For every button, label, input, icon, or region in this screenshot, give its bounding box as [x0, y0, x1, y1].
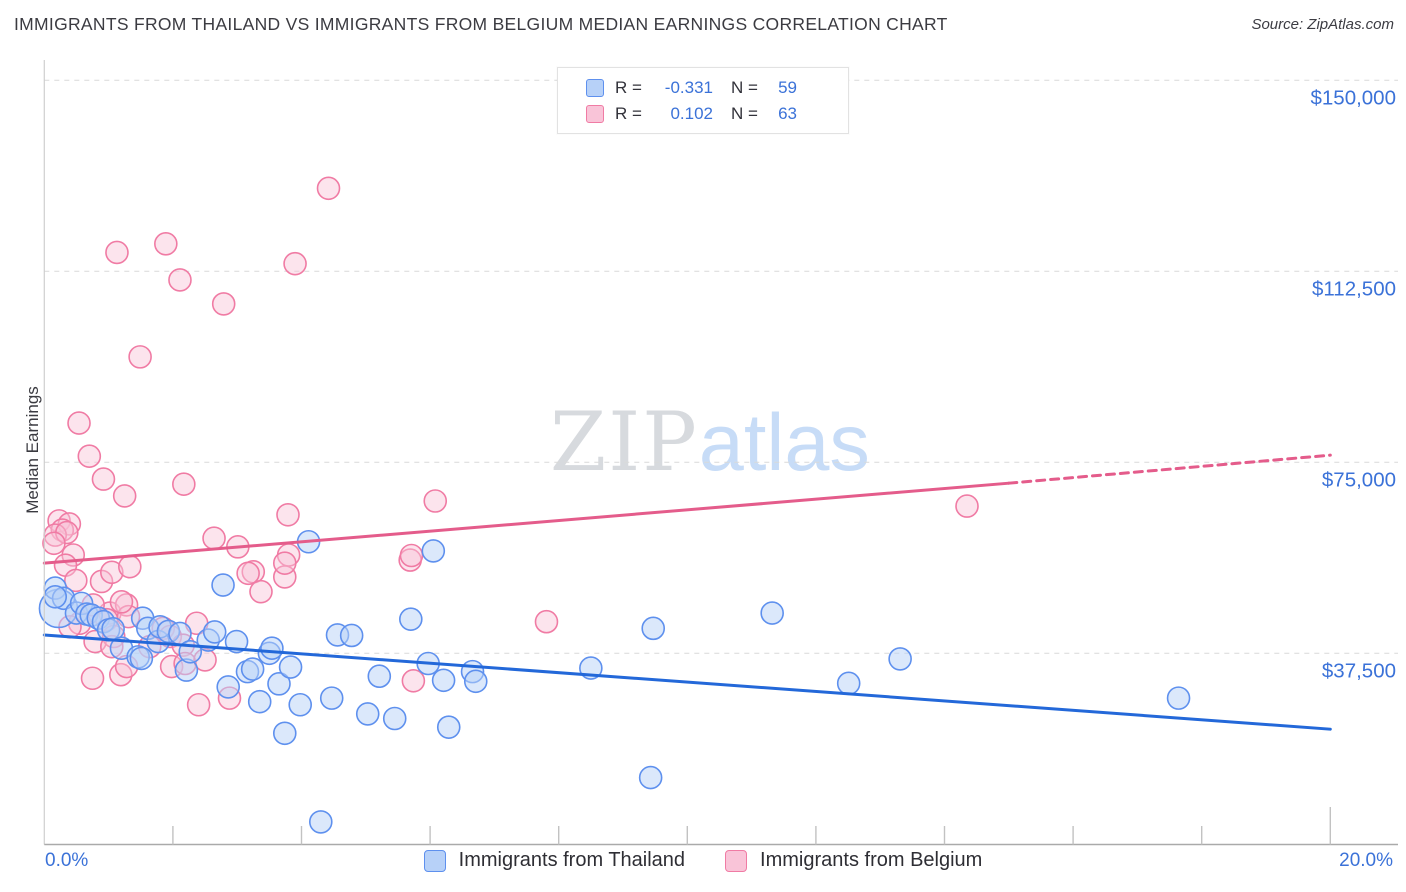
point-thailand — [216, 675, 240, 699]
point-belgium — [168, 268, 192, 292]
point-belgium — [534, 609, 559, 634]
point-thailand — [43, 584, 68, 609]
point-belgium — [91, 467, 116, 491]
point-thailand — [267, 672, 291, 696]
point-thailand — [224, 629, 249, 654]
x-axis-max-label: 20.0% — [1339, 850, 1393, 871]
point-belgium — [77, 444, 102, 468]
point-belgium — [128, 345, 152, 369]
point-thailand — [240, 657, 265, 681]
point-belgium — [186, 692, 211, 717]
point-thailand — [421, 539, 446, 563]
legend-item-thailand[interactable]: Immigrants from Thailand — [423, 849, 686, 872]
y-tick-label: $37,500 — [1322, 659, 1396, 682]
point-thailand — [260, 636, 284, 661]
point-thailand — [339, 623, 364, 648]
point-belgium — [399, 543, 424, 568]
point-thailand — [641, 616, 666, 641]
n-value-belgium: 63 — [778, 104, 797, 123]
point-belgium — [211, 292, 236, 316]
point-belgium — [249, 579, 273, 604]
trend-line-thailand — [42, 633, 1332, 731]
point-belgium — [272, 565, 297, 589]
point-belgium — [154, 231, 178, 256]
point-thailand — [760, 601, 784, 625]
point-thailand — [888, 647, 912, 671]
point-thailand — [272, 721, 297, 746]
point-thailand — [355, 702, 380, 726]
point-belgium — [172, 472, 196, 497]
r-label: R = — [615, 104, 642, 123]
series-legend: Immigrants from Thailand Immigrants from… — [0, 849, 1406, 872]
point-belgium — [109, 590, 134, 614]
point-belgium — [64, 568, 88, 593]
trend-line-belgium — [42, 481, 1011, 565]
belgium-swatch-icon — [586, 105, 604, 123]
point-thailand — [247, 689, 272, 714]
legend-label-thailand: Immigrants from Thailand — [458, 849, 686, 871]
legend-row-thailand: R = -0.331 N = 59 — [586, 75, 848, 101]
n-label: N = — [731, 78, 758, 97]
belgium-swatch-icon — [725, 849, 748, 872]
correlation-legend-box: R = -0.331 N = 59 R = 0.102 N = 63 — [557, 67, 849, 134]
y-tick-label: $112,500 — [1312, 277, 1396, 300]
point-thailand — [431, 668, 456, 693]
n-label: N = — [731, 104, 758, 123]
point-belgium — [276, 502, 300, 527]
point-belgium — [316, 176, 341, 201]
point-thailand — [202, 620, 227, 644]
watermark-atlas-text: atlas — [698, 398, 870, 488]
point-belgium — [272, 551, 297, 575]
x-axis-min-label: 0.0% — [45, 850, 89, 871]
page-title: IMMIGRANTS FROM THAILAND VS IMMIGRANTS F… — [14, 14, 948, 34]
y-tick-label: $75,000 — [1322, 468, 1396, 491]
point-belgium — [283, 251, 307, 276]
point-thailand — [399, 607, 423, 631]
point-belgium — [42, 531, 66, 556]
r-value-belgium: 0.102 — [670, 104, 713, 123]
legend-row-belgium: R = 0.102 N = 63 — [586, 101, 848, 127]
point-belgium — [202, 526, 226, 550]
source-attribution: Source: ZipAtlas.com — [1251, 16, 1394, 33]
point-belgium — [105, 240, 129, 265]
point-belgium — [118, 554, 142, 579]
point-thailand — [319, 686, 344, 710]
r-value-thailand: -0.331 — [664, 78, 713, 97]
zipatlas-watermark: ZIPatlas — [550, 403, 870, 484]
point-thailand — [836, 671, 861, 696]
thailand-swatch-icon — [586, 79, 604, 97]
n-value-thailand: 59 — [778, 78, 797, 97]
point-belgium — [236, 561, 260, 586]
point-thailand — [129, 646, 154, 671]
point-belgium — [112, 484, 137, 508]
point-belgium — [80, 666, 105, 691]
point-belgium — [100, 560, 124, 585]
point-thailand — [436, 715, 461, 739]
y-tick-label: $150,000 — [1310, 86, 1396, 109]
point-belgium — [955, 494, 979, 518]
point-thailand — [638, 765, 663, 790]
trend-line-belgium-extrapolated — [1007, 453, 1332, 485]
point-thailand — [308, 810, 333, 834]
point-thailand — [463, 669, 488, 694]
point-thailand — [367, 664, 392, 689]
r-label: R = — [615, 78, 642, 97]
legend-label-belgium: Immigrants from Belgium — [760, 849, 983, 871]
point-thailand — [288, 692, 313, 717]
watermark-zip-text: ZIP — [550, 396, 699, 490]
point-thailand — [211, 573, 235, 597]
point-thailand — [278, 655, 303, 679]
legend-item-belgium[interactable]: Immigrants from Belgium — [725, 849, 982, 872]
thailand-swatch-icon — [423, 849, 446, 872]
point-belgium — [67, 411, 91, 435]
point-belgium — [401, 669, 426, 693]
point-belgium — [423, 489, 448, 513]
point-thailand — [382, 706, 407, 731]
point-thailand — [1166, 686, 1191, 710]
